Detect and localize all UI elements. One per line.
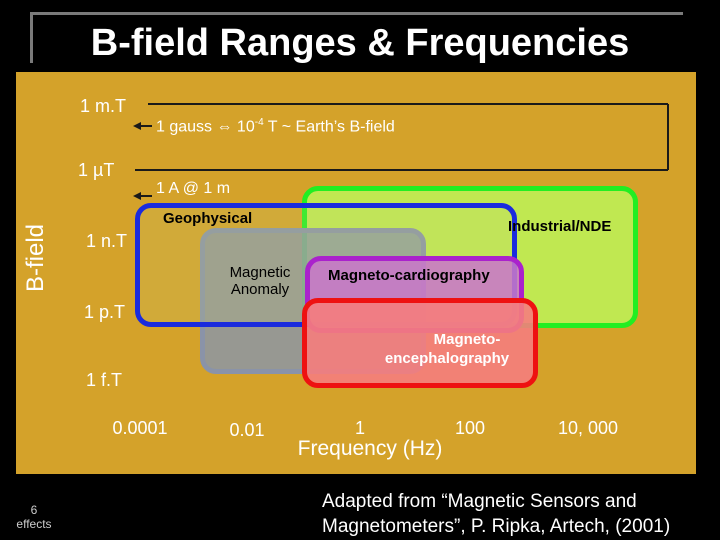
label-magneto-cardiography: Magneto-cardiography: [328, 267, 490, 284]
slide-number: 6: [30, 503, 38, 517]
label-magnetic-anomaly-line2: Anomaly: [230, 281, 290, 298]
label-magnetic-anomaly-line1: Magnetic: [229, 264, 291, 281]
x-tick-0.0001: 0.0001: [112, 418, 168, 438]
y-axis-label: B-field: [22, 223, 49, 293]
x-tick-0.01: 0.01: [229, 420, 265, 440]
region-magneto-encephalography: [302, 298, 538, 388]
label-magneto-encephalography: Magneto- encephalography: [362, 330, 532, 368]
gauss-prefix: 1 gauss ⇔ 10: [156, 118, 255, 136]
x-tick-1: 1: [354, 418, 366, 438]
label-meg-line1: Magneto-: [433, 331, 501, 348]
y-tick-1mT: 1 m.T: [80, 96, 127, 116]
y-tick-1nT: 1 n.T: [86, 231, 128, 251]
y-tick-1pT: 1 p.T: [84, 302, 126, 322]
y-tick-1fT: 1 f.T: [86, 370, 123, 390]
label-geophysical: Geophysical: [163, 210, 253, 227]
gauss-exponent: -4: [254, 117, 264, 128]
current-arrowhead: [133, 192, 141, 200]
x-axis-label: Frequency (Hz): [297, 437, 443, 460]
gauss-arrowhead: [133, 122, 141, 130]
x-tick-100: 100: [454, 418, 486, 438]
gauss-annotation: 1 gauss ⇔ 10-4 T ~ Earth’s B-field: [156, 117, 395, 136]
x-tick-10000: 10, 000: [557, 418, 619, 438]
label-magnetic-anomaly: Magnetic Anomaly: [219, 264, 301, 298]
slide-title: B-field Ranges & Frequencies: [90, 22, 630, 64]
slide-number-block: 6 effects: [12, 503, 56, 531]
label-meg-line2: encephalography: [384, 350, 510, 367]
title-decoration: [30, 12, 683, 63]
footer-label: effects: [16, 517, 52, 531]
y-tick-1uT: 1 µT: [78, 160, 115, 180]
current-annotation: 1 A @ 1 m: [156, 180, 231, 197]
label-industrial-nde: Industrial/NDE: [508, 218, 612, 235]
credit-line-2: Magnetometers”, P. Ripka, Artech, (2001): [322, 516, 671, 537]
gauss-suffix: T ~ Earth’s B-field: [263, 118, 395, 136]
credit-line-1: Adapted from “Magnetic Sensors and: [322, 491, 637, 512]
source-credit: Adapted from “Magnetic Sensors and Magne…: [322, 489, 670, 539]
